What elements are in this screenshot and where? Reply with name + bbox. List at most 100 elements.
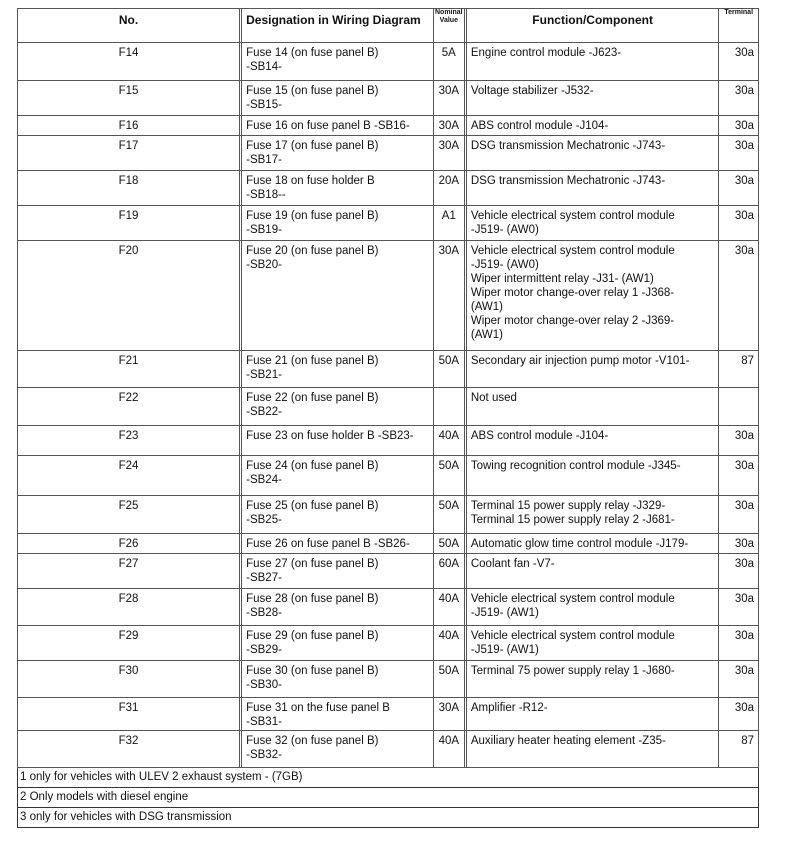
function-cell: Voltage stabilizer -J532- xyxy=(465,80,720,116)
table-row: F28 Fuse 28 (on fuse panel B) -SB28- 40A Ve… xyxy=(16,588,759,626)
header-value: Nominal Value xyxy=(432,8,465,43)
footnote: 2 Only models with diesel engine xyxy=(17,787,759,808)
terminal-cell: 30a xyxy=(718,240,759,351)
table-row: F16 Fuse 16 on fuse panel B -SB16- 30A ABS … xyxy=(16,115,759,136)
fuse-table: No. Designation in Wiring Diagram Nomina… xyxy=(16,8,759,828)
terminal-cell: 30a xyxy=(718,170,759,206)
designation-cell: Fuse 29 (on fuse panel B) -SB29- xyxy=(241,625,434,661)
terminal-cell: 30a xyxy=(718,115,759,136)
nominal-value-cell: 5A xyxy=(432,42,465,81)
terminal-cell: 30a xyxy=(718,42,759,81)
terminal-cell: 87 xyxy=(718,350,759,388)
nominal-value-cell: 40A xyxy=(432,588,465,626)
header-row: No. Designation in Wiring Diagram Nomina… xyxy=(16,8,759,43)
terminal-cell: 30a xyxy=(718,135,759,171)
function-cell: Coolant fan -V7- xyxy=(465,553,720,589)
function-cell: Not used xyxy=(465,387,720,426)
table-row: F22 Fuse 22 (on fuse panel B) -SB22- Not u… xyxy=(16,387,759,426)
nominal-value-cell: 50A xyxy=(432,350,465,388)
fuse-number: F28 xyxy=(16,588,241,626)
designation-cell: Fuse 16 on fuse panel B -SB16- xyxy=(241,115,434,136)
terminal-cell: 30a xyxy=(718,533,759,554)
terminal-cell: 30a xyxy=(718,625,759,661)
fuse-number: F25 xyxy=(16,495,241,534)
footnote: 1 only for vehicles with ULEV 2 exhaust … xyxy=(17,767,759,788)
table-row: F23 Fuse 23 on fuse holder B -SB23- 40A ABS… xyxy=(16,425,759,456)
terminal-cell: 30a xyxy=(718,697,759,731)
nominal-value-cell: 60A xyxy=(432,553,465,589)
table-row: F30 Fuse 30 (on fuse panel B) -SB30- 50A Te… xyxy=(16,660,759,698)
designation-cell: Fuse 15 (on fuse panel B) -SB15- xyxy=(241,80,434,116)
designation-cell: Fuse 30 (on fuse panel B) -SB30- xyxy=(241,660,434,698)
terminal-cell: 30a xyxy=(718,588,759,626)
header-no: No. xyxy=(16,8,241,43)
nominal-value-cell: 30A xyxy=(432,80,465,116)
terminal-cell: 30a xyxy=(718,205,759,241)
designation-cell: Fuse 14 (on fuse panel B) -SB14- xyxy=(241,42,434,81)
table-row: F32 Fuse 32 (on fuse panel B) -SB32- 40A Au… xyxy=(16,730,759,768)
table-row: F18 Fuse 18 on fuse holder B -SB18-- 20A DS… xyxy=(16,170,759,206)
header-function: Function/Component xyxy=(465,8,720,43)
function-cell: Auxiliary heater heating element -Z35- xyxy=(465,730,720,768)
function-cell: ABS control module -J104- xyxy=(465,425,720,456)
nominal-value-cell: 40A xyxy=(432,625,465,661)
designation-cell: Fuse 32 (on fuse panel B) -SB32- xyxy=(241,730,434,768)
designation-cell: Fuse 17 (on fuse panel B) -SB17- xyxy=(241,135,434,171)
function-cell: Terminal 75 power supply relay 1 -J680- xyxy=(465,660,720,698)
fuse-number: F14 xyxy=(16,42,241,81)
function-cell: Towing recognition control module -J345- xyxy=(465,455,720,496)
fuse-number: F29 xyxy=(16,625,241,661)
table-row: F21 Fuse 21 (on fuse panel B) -SB21- 50A Se… xyxy=(16,350,759,388)
nominal-value-cell: A1 xyxy=(432,205,465,241)
terminal-cell: 87 xyxy=(718,730,759,768)
nominal-value-cell: 50A xyxy=(432,455,465,496)
table-row: F17 Fuse 17 (on fuse panel B) -SB17- 30A DS… xyxy=(16,135,759,171)
table-row: F20 Fuse 20 (on fuse panel B) -SB20- 30A Ve… xyxy=(16,240,759,351)
fuse-number: F30 xyxy=(16,660,241,698)
designation-cell: Fuse 18 on fuse holder B -SB18-- xyxy=(241,170,434,206)
fuse-number: F17 xyxy=(16,135,241,171)
terminal-cell: 30a xyxy=(718,660,759,698)
fuse-number: F32 xyxy=(16,730,241,768)
function-cell: DSG transmission Mechatronic -J743- xyxy=(465,170,720,206)
footnote: 3 only for vehicles with DSG transmissio… xyxy=(17,807,759,828)
header-designation: Designation in Wiring Diagram xyxy=(241,8,434,43)
fuse-number: F26 xyxy=(16,533,241,554)
terminal-cell: 30a xyxy=(718,425,759,456)
designation-cell: Fuse 23 on fuse holder B -SB23- xyxy=(241,425,434,456)
fuse-number: F19 xyxy=(16,205,241,241)
fuse-number: F23 xyxy=(16,425,241,456)
table-row: F27 Fuse 27 (on fuse panel B) -SB27- 60A Co… xyxy=(16,553,759,589)
function-cell: Engine control module -J623- xyxy=(465,42,720,81)
header-terminal: Terminal xyxy=(718,8,759,43)
function-cell: ABS control module -J104- xyxy=(465,115,720,136)
terminal-cell xyxy=(718,387,759,426)
terminal-cell: 30a xyxy=(718,553,759,589)
function-cell: Vehicle electrical system control module… xyxy=(465,625,720,661)
designation-cell: Fuse 26 on fuse panel B -SB26- xyxy=(241,533,434,554)
designation-cell: Fuse 25 (on fuse panel B) -SB25- xyxy=(241,495,434,534)
nominal-value-cell xyxy=(432,387,465,426)
nominal-value-cell: 40A xyxy=(432,730,465,768)
fuse-number: F22 xyxy=(16,387,241,426)
fuse-number: F18 xyxy=(16,170,241,206)
function-cell: Terminal 15 power supply relay -J329- Te… xyxy=(465,495,720,534)
fuse-number: F15 xyxy=(16,80,241,116)
footnote-row: 1 only for vehicles with ULEV 2 exhaust … xyxy=(17,767,759,788)
nominal-value-cell: 40A xyxy=(432,425,465,456)
nominal-value-cell: 30A xyxy=(432,115,465,136)
function-cell: Amplifier -R12- xyxy=(465,697,720,731)
table-row: F14 Fuse 14 (on fuse panel B) -SB14- 5A Eng… xyxy=(16,42,759,81)
table-row: F29 Fuse 29 (on fuse panel B) -SB29- 40A Ve… xyxy=(16,625,759,661)
designation-cell: Fuse 24 (on fuse panel B) -SB24- xyxy=(241,455,434,496)
designation-cell: Fuse 31 on the fuse panel B -SB31- xyxy=(241,697,434,731)
nominal-value-cell: 30A xyxy=(432,240,465,351)
function-cell: Secondary air injection pump motor -V101… xyxy=(465,350,720,388)
table-row: F26 Fuse 26 on fuse panel B -SB26- 50A Auto… xyxy=(16,533,759,554)
function-cell: Vehicle electrical system control module… xyxy=(465,588,720,626)
function-cell: DSG transmission Mechatronic -J743- xyxy=(465,135,720,171)
table-row: F25 Fuse 25 (on fuse panel B) -SB25- 50A Te… xyxy=(16,495,759,534)
terminal-cell: 30a xyxy=(718,455,759,496)
nominal-value-cell: 50A xyxy=(432,495,465,534)
table-row: F15 Fuse 15 (on fuse panel B) -SB15- 30A Vo… xyxy=(16,80,759,116)
